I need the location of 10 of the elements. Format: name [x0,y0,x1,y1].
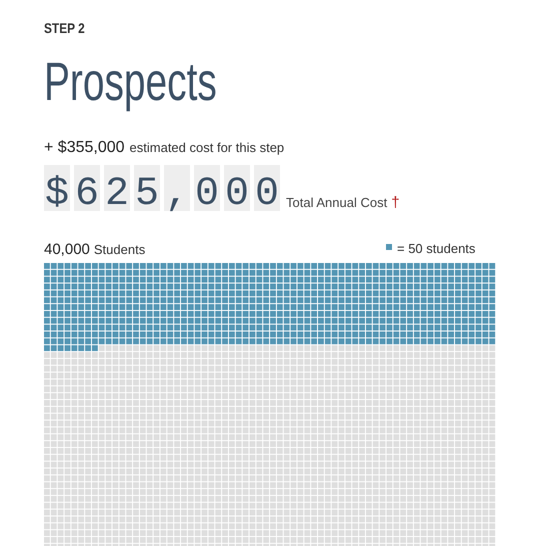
text: estimated cost for this step [130,140,284,155]
data-label: 40,000 [44,241,90,258]
text: Prospects [44,50,217,112]
text: STEP 2 [44,20,85,36]
text: + $355,000 [44,139,125,156]
text: † [391,194,400,211]
text: Total Annual Cost [286,195,388,210]
text: $625,000 [45,172,286,217]
text: = 50 students [397,241,476,256]
category-label: Students [94,242,146,257]
